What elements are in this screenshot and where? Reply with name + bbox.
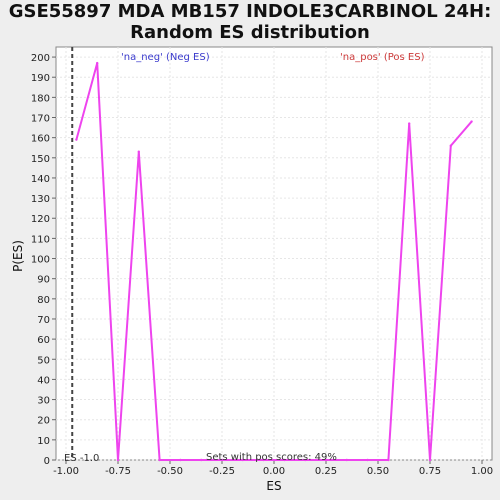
y-tick-label: 160 — [31, 134, 50, 145]
x-tick-label: 0.75 — [419, 466, 441, 477]
data-point — [220, 458, 224, 462]
x-tick-label: -0.75 — [105, 466, 131, 477]
y-axis-label: P(ES) — [11, 240, 25, 272]
data-point — [428, 458, 432, 462]
chart-title-line-2: Random ES distribution — [130, 22, 370, 43]
x-axis-label: ES — [266, 479, 281, 493]
y-tick-label: 180 — [31, 93, 50, 104]
y-tick-label: 200 — [31, 53, 50, 64]
y-tick-label: 70 — [37, 315, 50, 326]
y-tick-label: 130 — [31, 194, 50, 205]
y-tick-label: 0 — [44, 456, 50, 467]
legend-neg: 'na_neg' (Neg ES) — [121, 52, 210, 63]
data-point — [137, 150, 140, 153]
data-point — [200, 458, 203, 462]
x-tick-label: -0.50 — [157, 466, 183, 477]
data-point — [75, 138, 78, 141]
y-tick-label: 120 — [31, 214, 50, 225]
y-tick-label: 60 — [37, 335, 50, 346]
x-tick-label: 0.25 — [315, 466, 337, 477]
pos-scores-annotation: Sets with pos scores: 49% — [206, 452, 337, 463]
y-tick-label: 90 — [37, 275, 50, 286]
data-point — [241, 458, 244, 462]
y-tick-label: 50 — [37, 355, 50, 366]
y-tick-label: 170 — [31, 114, 50, 125]
data-point — [158, 458, 161, 462]
data-point — [96, 61, 99, 65]
data-point — [387, 458, 390, 462]
series-points — [75, 61, 473, 462]
x-tick-label: -1.00 — [53, 466, 79, 477]
gridlines — [56, 47, 492, 461]
y-tick-label: 20 — [37, 416, 50, 427]
x-tick-label: 0.00 — [263, 466, 285, 477]
y-tick-label: 110 — [31, 234, 50, 245]
y-tick-label: 140 — [31, 174, 50, 185]
chart-title-line-1: GSE55897 MDA MB157 INDOLE3CARBINOL 24H: — [8, 1, 492, 22]
data-point — [283, 458, 286, 462]
x-axis-ticks: -1.00 -0.75 -0.50 -0.25 0.00 0.25 0.50 0.75 1.00 — [53, 460, 493, 477]
series-line — [75, 62, 473, 461]
y-tick-label: 80 — [37, 295, 50, 306]
marker-label: ES -1.0 — [64, 453, 99, 464]
data-point — [262, 458, 265, 462]
x-tick-label: 1.00 — [471, 466, 493, 477]
data-point — [179, 458, 182, 462]
y-tick-label: 10 — [37, 436, 50, 447]
data-point — [345, 458, 348, 462]
data-point — [449, 144, 452, 147]
data-point — [116, 458, 120, 462]
data-point — [304, 458, 307, 462]
legend-pos: 'na_pos' (Pos ES) — [340, 52, 425, 63]
data-point — [366, 458, 369, 462]
y-tick-label: 150 — [31, 154, 50, 165]
x-tick-label: -0.25 — [209, 466, 235, 477]
y-tick-label: 40 — [37, 375, 50, 386]
y-axis-ticks: 0 10 20 30 40 50 60 70 80 90 100 110 120 130 140 150 160… — [31, 53, 56, 467]
x-tick-label: 0.50 — [367, 466, 389, 477]
y-tick-label: 100 — [31, 255, 50, 266]
data-point — [470, 120, 473, 123]
data-point — [324, 458, 328, 462]
y-tick-label: 30 — [37, 396, 50, 407]
y-tick-label: 190 — [31, 73, 50, 84]
data-point — [408, 122, 411, 125]
